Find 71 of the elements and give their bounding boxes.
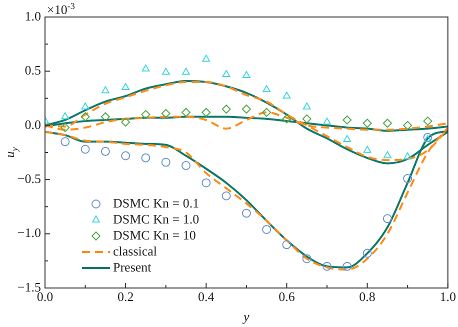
point bbox=[202, 108, 211, 117]
point bbox=[100, 146, 110, 156]
point bbox=[323, 118, 331, 125]
point bbox=[363, 146, 372, 153]
x-tick-label: 0.4 bbox=[198, 289, 215, 304]
point bbox=[80, 144, 90, 154]
point bbox=[202, 54, 210, 62]
point bbox=[222, 70, 230, 77]
point bbox=[141, 153, 150, 162]
point bbox=[282, 114, 292, 124]
point bbox=[322, 262, 332, 271]
x-axis-title: y bbox=[242, 309, 250, 324]
x-tick-label: 0.6 bbox=[278, 289, 296, 304]
point bbox=[404, 152, 412, 160]
point bbox=[342, 115, 352, 124]
point bbox=[161, 108, 170, 118]
point bbox=[242, 208, 251, 218]
point bbox=[302, 254, 312, 264]
x-tick-label: 0.2 bbox=[117, 289, 134, 304]
point bbox=[282, 92, 291, 99]
point bbox=[142, 64, 150, 72]
point bbox=[100, 112, 110, 122]
point bbox=[182, 161, 191, 170]
point bbox=[382, 118, 392, 128]
y-tick-label: 1.0 bbox=[24, 8, 41, 24]
point bbox=[242, 71, 250, 78]
x-tick-label: 0.8 bbox=[359, 289, 376, 304]
point bbox=[222, 191, 231, 200]
legend-label: DSMC Kn = 0.1 bbox=[113, 195, 200, 210]
point bbox=[101, 86, 110, 94]
legend-label: DSMC Kn = 1.0 bbox=[113, 211, 200, 226]
point bbox=[362, 118, 372, 128]
y-tick-label: 0.0 bbox=[24, 116, 41, 132]
point bbox=[282, 240, 292, 250]
point bbox=[403, 120, 412, 130]
point bbox=[81, 102, 90, 110]
point bbox=[60, 137, 70, 146]
point bbox=[122, 82, 130, 90]
point bbox=[383, 151, 392, 158]
x-tick-label: 1.0 bbox=[440, 289, 456, 304]
point bbox=[382, 214, 392, 224]
legend-label: DSMC Kn = 10 bbox=[113, 227, 196, 242]
point bbox=[362, 248, 372, 258]
point bbox=[403, 174, 412, 184]
y-tick-label: −0.5 bbox=[17, 171, 41, 186]
point bbox=[121, 151, 130, 160]
point bbox=[262, 85, 271, 92]
point bbox=[342, 262, 352, 271]
point bbox=[302, 114, 312, 124]
point bbox=[162, 68, 170, 75]
point bbox=[80, 112, 90, 122]
y-tick-label: 0.5 bbox=[24, 62, 41, 78]
point bbox=[202, 178, 211, 188]
legend-label: Present bbox=[113, 259, 152, 274]
point bbox=[161, 158, 170, 167]
point bbox=[182, 68, 190, 75]
point bbox=[222, 104, 231, 114]
y-axis-title: uy bbox=[2, 146, 20, 158]
point bbox=[141, 110, 150, 120]
point bbox=[60, 123, 70, 132]
y-tick-label: −1.0 bbox=[17, 225, 41, 240]
point bbox=[423, 116, 432, 126]
point bbox=[182, 108, 191, 117]
point bbox=[343, 134, 352, 142]
point bbox=[302, 102, 311, 110]
legend-label: classical bbox=[113, 243, 158, 258]
point bbox=[242, 104, 251, 114]
point bbox=[262, 224, 272, 234]
point bbox=[121, 118, 130, 127]
point bbox=[61, 112, 70, 120]
point bbox=[262, 108, 272, 117]
